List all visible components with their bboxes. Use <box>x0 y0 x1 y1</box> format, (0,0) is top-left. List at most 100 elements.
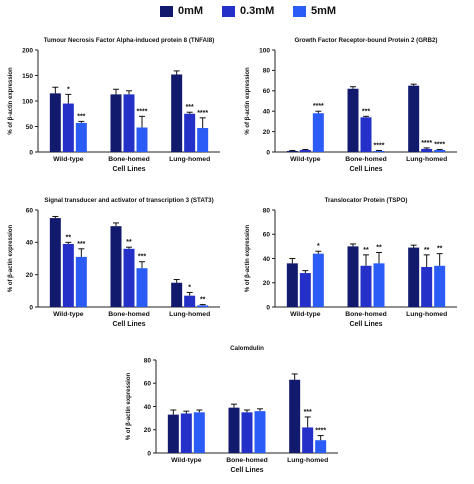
significance-label: **** <box>315 428 326 435</box>
y-tick-label: 20 <box>263 129 271 136</box>
y-tick-label: 40 <box>263 256 271 263</box>
significance-label: ** <box>363 247 369 254</box>
chart-panel-tspo: Translocator Protein (TSPO) 0 20 40 60 80 % of… <box>245 197 457 328</box>
x-tick-label: Lung-homed <box>406 311 447 318</box>
legend-item-0mm: 0mM <box>160 4 203 18</box>
significance-label: ** <box>437 246 443 253</box>
bar-5mm <box>254 411 266 453</box>
y-tick-label: 40 <box>26 240 34 247</box>
chart-title: Tumour Necrosis Factor Alpha-induced pro… <box>44 37 215 44</box>
y-axis-label: % of β-actin expression <box>245 225 251 293</box>
y-tick-label: 60 <box>26 207 34 214</box>
legend-label-0mm: 0mM <box>178 5 204 17</box>
bar-5mm <box>434 265 446 307</box>
y-tick-label: 80 <box>144 357 152 364</box>
bar-0mm <box>167 414 179 453</box>
y-tick-label: 80 <box>263 207 271 214</box>
x-axis-label: Cell Lines <box>112 166 145 173</box>
x-tick-label: Lung-homed <box>406 156 447 163</box>
bar-0-3mm <box>180 413 192 453</box>
bar-0mm <box>347 246 359 307</box>
x-tick-label: Wild-type <box>171 457 202 464</box>
x-axis-label: Cell Lines <box>349 166 382 173</box>
x-tick-label: Lung-homed <box>169 156 210 163</box>
x-tick-label: Lung-homed <box>287 457 328 464</box>
x-axis-label: Cell Lines <box>230 467 263 474</box>
y-axis-label: % of β-actin expression <box>8 225 14 293</box>
legend-item-5mm: 5mM <box>293 4 336 18</box>
significance-label: * <box>188 284 191 291</box>
bar-0mm <box>286 150 298 152</box>
bar-5mm <box>312 113 324 152</box>
y-tick-label: 100 <box>259 47 270 54</box>
bar-5mm <box>315 440 327 453</box>
significance-label: **** <box>197 110 208 117</box>
bar-0mm <box>408 247 420 307</box>
x-tick-label: Bone-homed <box>226 457 268 464</box>
significance-label: ** <box>200 297 206 304</box>
chart-title: Signal transducer and activator of trans… <box>44 197 213 204</box>
y-tick-label: 60 <box>263 88 271 95</box>
bar-0mm <box>171 282 183 307</box>
y-tick-label: 0 <box>147 450 151 457</box>
bar-5mm <box>197 305 209 307</box>
significance-label: ** <box>126 239 132 246</box>
bar-0mm <box>286 263 298 307</box>
x-tick-label: Wild-type <box>290 311 321 318</box>
bar-0mm <box>110 226 122 307</box>
legend-label-0-3mm: 0.3mM <box>240 5 275 17</box>
y-tick-label: 200 <box>22 47 33 54</box>
significance-label: *** <box>186 104 194 111</box>
y-axis-label: % of β-actin expression <box>126 373 132 441</box>
y-axis-label: % of β-actin expression <box>8 67 14 135</box>
bar-0mm <box>49 93 61 152</box>
y-tick-label: 0 <box>29 304 33 311</box>
y-tick-label: 20 <box>26 272 34 279</box>
y-tick-label: 0 <box>266 149 270 156</box>
y-tick-label: 40 <box>144 404 152 411</box>
bar-0-3mm <box>299 149 311 152</box>
bar-0-3mm <box>123 248 135 307</box>
x-axis-label: Cell Lines <box>349 321 382 328</box>
y-tick-label: 60 <box>144 381 152 388</box>
bar-0-3mm <box>302 427 314 453</box>
bar-5mm <box>75 256 87 307</box>
significance-label: **** <box>374 142 385 149</box>
bar-0-3mm <box>184 113 196 152</box>
y-tick-label: 40 <box>263 109 271 116</box>
significance-label: ** <box>424 247 430 254</box>
y-tick-label: 20 <box>144 427 152 434</box>
chart-title: Growth Factor Receptor-bound Protein 2 (… <box>294 37 437 44</box>
bar-0mm <box>408 85 420 152</box>
x-tick-label: Bone-homed <box>345 156 387 163</box>
significance-label: ** <box>376 244 382 251</box>
y-tick-label: 100 <box>22 98 33 105</box>
legend: 0mM 0.3mM 5mM <box>0 0 474 24</box>
bar-0-3mm <box>360 265 372 307</box>
bar-0mm <box>171 74 183 152</box>
significance-label: *** <box>77 113 85 120</box>
bar-0mm <box>289 379 301 453</box>
significance-label: *** <box>138 254 146 261</box>
bar-0mm <box>347 88 359 152</box>
significance-label: ** <box>66 234 72 241</box>
y-tick-label: 60 <box>263 232 271 239</box>
bar-0-3mm <box>421 266 433 307</box>
significance-label: *** <box>77 241 85 248</box>
chart-panel-stat3: Signal transducer and activator of trans… <box>8 197 220 328</box>
chart-panel-calmodulin: Calomdulin 0 20 40 60 80 % of β-actin expressi… <box>126 345 338 474</box>
bar-5mm <box>136 268 148 307</box>
bar-5mm <box>373 263 385 307</box>
bar-5mm <box>193 412 205 453</box>
bar-5mm <box>197 128 209 152</box>
bar-0-3mm <box>360 117 372 152</box>
y-tick-label: 50 <box>26 124 34 131</box>
x-tick-label: Bone-homed <box>108 311 150 318</box>
chart-panel-grb2: Growth Factor Receptor-bound Protein 2 (… <box>245 37 457 173</box>
significance-label: **** <box>434 141 445 148</box>
significance-label: **** <box>137 108 148 115</box>
legend-item-0-3mm: 0.3mM <box>222 4 274 18</box>
bar-0-3mm <box>184 295 196 307</box>
chart-title: Calomdulin <box>230 345 264 352</box>
bar-5mm <box>75 122 87 152</box>
